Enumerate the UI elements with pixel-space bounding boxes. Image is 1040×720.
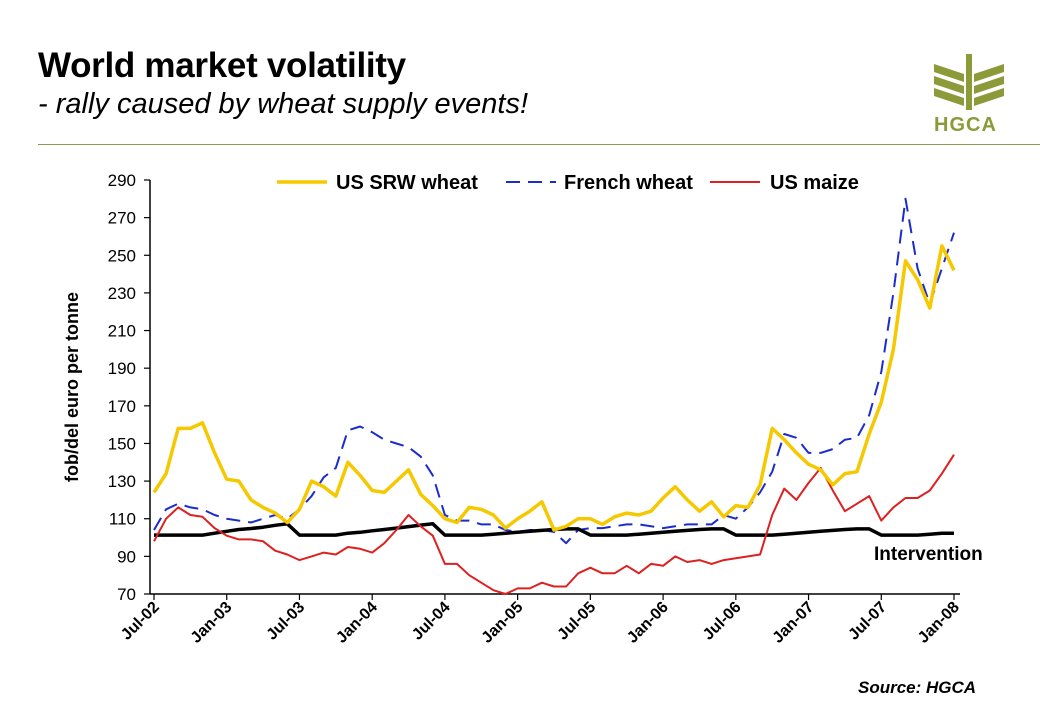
y-tick-label: 290 bbox=[108, 171, 136, 190]
legend-label: US SRW wheat bbox=[336, 172, 478, 194]
x-tick-label: Jul-05 bbox=[554, 599, 599, 644]
x-tick-label: Jul-04 bbox=[409, 599, 454, 644]
page-subtitle: - rally caused by wheat supply events! bbox=[38, 88, 529, 120]
legend-label: French wheat bbox=[564, 172, 693, 194]
y-tick-label: 170 bbox=[108, 397, 136, 416]
x-tick-label: Jan-04 bbox=[333, 599, 381, 647]
price-line-chart: 70 90 110 130 150 170 190 210 230 250 270 290 fob/de… bbox=[62, 171, 963, 647]
x-tick-label: Jan-03 bbox=[188, 599, 236, 647]
source-note: Source: HGCA bbox=[858, 678, 977, 697]
y-tick-label: 250 bbox=[108, 246, 136, 265]
y-tick-label: 110 bbox=[109, 510, 136, 529]
page-title: World market volatility bbox=[38, 46, 406, 85]
y-tick-label: 210 bbox=[108, 322, 136, 341]
series-line-french-wheat bbox=[153, 197, 955, 545]
x-tick-label: Jul-03 bbox=[264, 599, 309, 644]
y-tick-label: 130 bbox=[108, 472, 136, 491]
x-tick-label: Jan-07 bbox=[770, 599, 818, 647]
intervention-annotation: Intervention bbox=[874, 544, 983, 565]
x-tick-label: Jul-02 bbox=[118, 599, 163, 644]
series-line-us-srw-wheat bbox=[152, 244, 956, 532]
y-axis-title: fob/del euro per tonne bbox=[62, 292, 82, 482]
y-tick-label: 270 bbox=[108, 209, 136, 228]
y-tick-label: 70 bbox=[117, 585, 136, 604]
x-tick-label: Jan-06 bbox=[624, 599, 672, 647]
y-tick-label: 190 bbox=[108, 359, 136, 378]
legend-label: US maize bbox=[770, 172, 859, 194]
logo-text: HGCA bbox=[934, 114, 997, 136]
x-tick-label: Jul-06 bbox=[700, 599, 745, 644]
title-divider bbox=[38, 144, 1040, 145]
y-tick-label: 90 bbox=[117, 547, 136, 566]
wheat-logo-icon bbox=[934, 54, 1004, 110]
x-tick-label: Jan-05 bbox=[479, 599, 527, 647]
x-tick-label: Jan-08 bbox=[915, 599, 963, 647]
x-tick-label: Jul-07 bbox=[845, 599, 890, 644]
y-tick-label: 150 bbox=[108, 434, 136, 453]
y-tick-label: 230 bbox=[108, 284, 136, 303]
